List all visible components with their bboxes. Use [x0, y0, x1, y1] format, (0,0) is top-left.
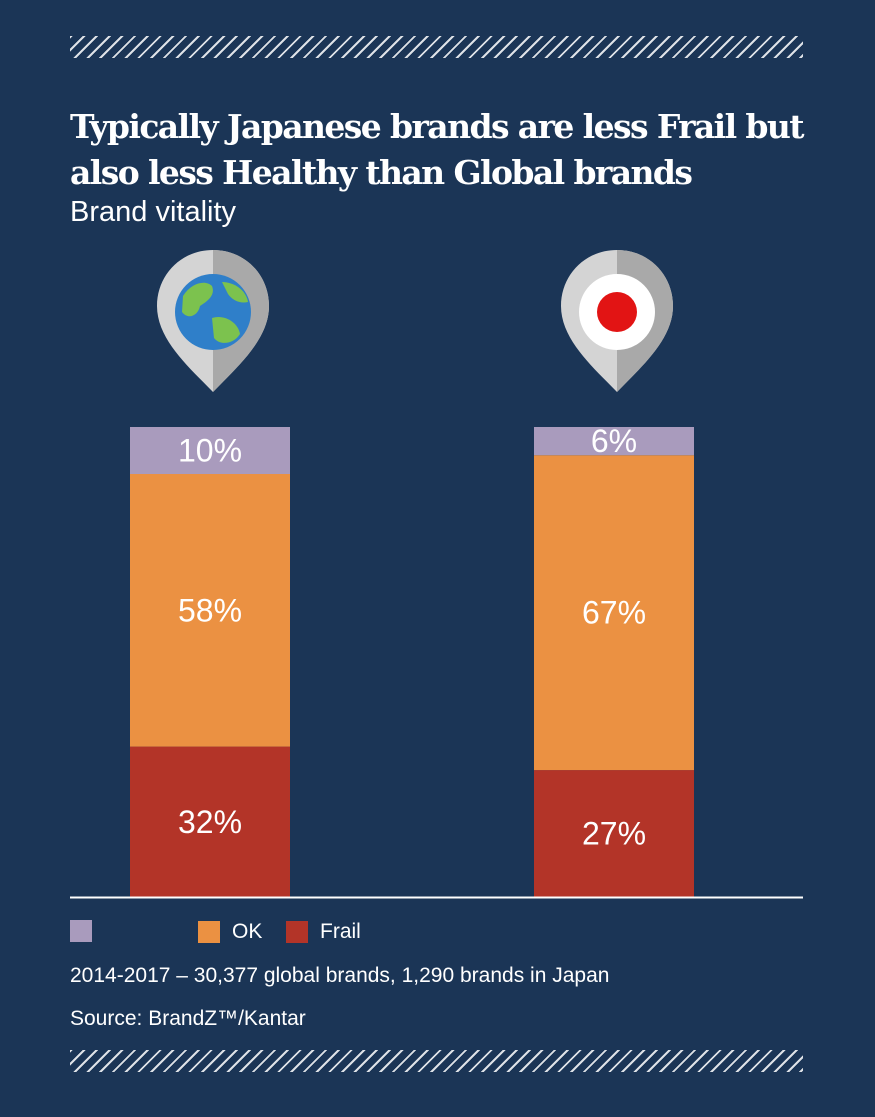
data-label-global-frail: 32% — [178, 804, 242, 840]
legend-item-ok: OK — [198, 920, 262, 944]
globe-icon — [157, 250, 269, 392]
bar-japan-frail — [534, 770, 694, 897]
source-note: Source: BrandZ™/Kantar — [70, 1007, 306, 1030]
chart-title: Typically Japanese brands are less Frail… — [70, 107, 805, 192]
chart-subtitle: Brand vitality — [70, 196, 237, 228]
legend-item-top-segment — [70, 920, 104, 942]
data-label-global-ok: 58% — [178, 592, 242, 628]
legend-swatch-frail — [286, 921, 308, 943]
decorative-hatch-top — [70, 36, 803, 58]
japan-flag-icon — [561, 250, 673, 392]
data-label-japan-frail: 27% — [582, 816, 646, 852]
bar-global-frail — [130, 746, 290, 897]
bar-global-ok — [130, 474, 290, 747]
legend-label-frail: Frail — [320, 920, 361, 943]
data-label-global-top-segment: 10% — [178, 433, 242, 469]
legend-label-ok: OK — [232, 920, 263, 943]
bar-global-top-segment — [130, 427, 290, 474]
decorative-hatch-bottom — [70, 1050, 803, 1072]
legend-swatch-top-segment — [70, 920, 92, 942]
stacked-bar-chart: 32% 58% 10% 27% 67% 6% — [70, 250, 803, 899]
legend-item-frail: Frail — [286, 920, 361, 944]
bar-japan-top-segment — [534, 427, 694, 456]
legend-swatch-ok — [198, 921, 220, 943]
bar-japan-ok — [534, 455, 694, 771]
data-label-japan-ok: 67% — [582, 595, 646, 631]
footnote: 2014-2017 – 30,377 global brands, 1,290 … — [70, 964, 610, 987]
data-label-japan-top-segment: 6% — [591, 423, 637, 459]
